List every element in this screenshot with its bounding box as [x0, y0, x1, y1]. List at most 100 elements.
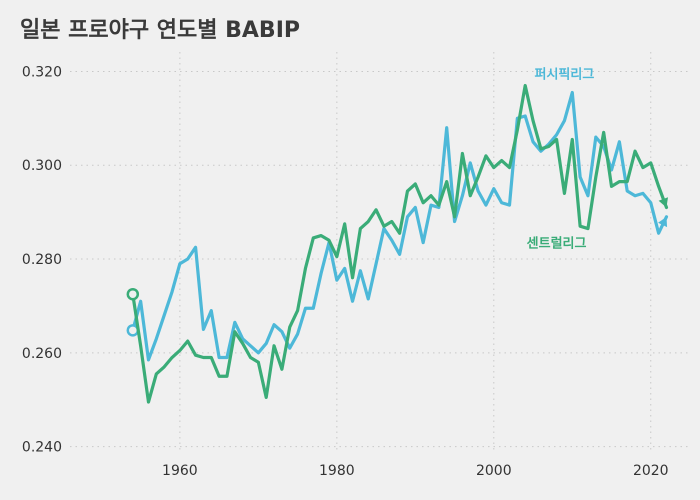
data-point-pacific: [139, 300, 142, 303]
data-point-pacific: [429, 203, 433, 207]
y-axis-tick-labels: 0.240 0.260 0.280 0.300 0.320: [22, 64, 62, 455]
data-point-pacific: [657, 232, 660, 235]
data-point-pacific: [249, 344, 252, 347]
data-point-pacific: [437, 206, 441, 209]
data-point-central: [139, 344, 142, 347]
data-point-central: [241, 342, 244, 345]
data-point-central: [469, 194, 472, 197]
data-point-central: [414, 182, 417, 186]
data-point-pacific: [296, 332, 299, 336]
data-point-central: [335, 255, 339, 258]
data-point-pacific: [265, 342, 268, 345]
chart-title: 일본 프로야구 연도별 BABIP: [20, 18, 300, 43]
data-point-pacific: [225, 356, 229, 359]
data-point-central: [272, 344, 276, 347]
data-point-pacific: [304, 307, 307, 310]
y-tick-label: 0.260: [22, 346, 62, 362]
start-marker-central: [126, 287, 140, 301]
data-point-pacific: [453, 220, 456, 223]
data-point-central: [312, 236, 315, 240]
data-point-central: [523, 84, 527, 87]
data-point-central: [586, 227, 590, 230]
series-label-pacific: 퍼시픽리그: [535, 66, 595, 82]
data-point-pacific: [210, 309, 213, 312]
data-point-central: [649, 161, 652, 165]
data-point-pacific: [343, 267, 346, 270]
data-point-central: [351, 276, 354, 279]
data-point-central: [343, 222, 346, 226]
data-point-pacific: [272, 323, 276, 326]
data-point-central: [319, 234, 323, 237]
data-point-central: [288, 325, 291, 329]
end-arrow-pacific: [658, 216, 668, 228]
data-point-pacific: [162, 314, 166, 317]
data-point-central: [618, 180, 621, 183]
data-point-central: [296, 309, 299, 312]
data-point-pacific: [186, 257, 189, 261]
x-axis-tick-labels: 1960 1980 2000 2020: [162, 463, 669, 479]
data-point-pacific: [257, 351, 260, 355]
data-point-central: [202, 356, 205, 359]
data-point-central: [178, 349, 182, 352]
data-point-central: [594, 175, 598, 179]
data-point-pacific: [649, 201, 652, 204]
data-point-pacific: [217, 356, 221, 359]
data-point-central: [602, 131, 605, 134]
data-point-central: [578, 225, 582, 228]
data-point-central: [217, 375, 221, 378]
data-point-central: [429, 194, 433, 197]
data-point-pacific: [563, 119, 566, 122]
data-point-pacific: [178, 262, 182, 265]
data-point-pacific: [233, 321, 237, 324]
data-point-central: [453, 215, 456, 219]
data-point-central: [445, 180, 448, 183]
data-point-central: [461, 152, 464, 155]
data-point-pacific: [374, 262, 378, 265]
data-point-central: [626, 180, 629, 183]
end-arrow-central: [658, 197, 669, 208]
data-point-central: [382, 225, 386, 228]
data-point-central: [641, 166, 645, 169]
y-tick-label: 0.300: [22, 158, 62, 174]
data-point-pacific: [626, 189, 629, 193]
data-point-pacific: [421, 241, 425, 244]
data-point-central: [539, 147, 543, 151]
data-point-central: [186, 339, 189, 343]
y-tick-label: 0.280: [22, 252, 62, 268]
data-point-pacific: [155, 337, 158, 340]
data-point-central: [265, 396, 268, 399]
data-point-central: [437, 203, 441, 207]
data-point-pacific: [241, 337, 244, 340]
data-point-pacific: [523, 114, 527, 118]
data-point-central: [563, 192, 566, 195]
x-tick-label: 1960: [162, 463, 198, 479]
grid-lines: [70, 52, 690, 452]
data-point-central: [194, 353, 197, 357]
data-point-pacific: [312, 307, 315, 310]
data-point-pacific: [335, 278, 339, 282]
data-point-pacific: [398, 253, 401, 256]
data-point-central: [359, 227, 362, 230]
data-point-central: [610, 185, 613, 188]
data-point-central: [547, 145, 550, 148]
data-point-central: [257, 361, 260, 364]
data-point-pacific: [461, 194, 464, 197]
data-point-central: [531, 119, 535, 122]
data-point-pacific: [594, 135, 598, 139]
data-point-central: [210, 356, 213, 359]
data-point-pacific: [571, 91, 574, 94]
data-point-pacific: [288, 346, 291, 350]
x-tick-label: 2000: [476, 463, 512, 479]
data-point-central: [249, 356, 252, 359]
data-point-pacific: [359, 269, 362, 272]
data-point-central: [304, 267, 307, 270]
data-point-pacific: [500, 201, 503, 204]
data-point-central: [492, 166, 495, 169]
data-point-central: [555, 138, 558, 141]
series-label-central: 센트럴리그: [527, 235, 587, 251]
data-point-pacific: [641, 192, 645, 195]
data-point-pacific: [351, 300, 354, 303]
data-point-pacific: [618, 140, 621, 143]
